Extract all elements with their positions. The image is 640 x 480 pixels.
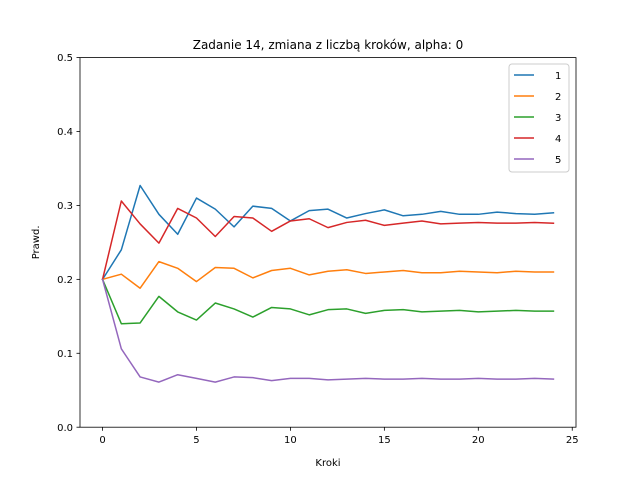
x-tick-label: 15 <box>378 435 391 446</box>
legend-box <box>508 63 570 173</box>
series-line-2 <box>101 260 555 289</box>
axis-ticks: 0 5 10 15 20 250.00.10.20.30.40.5 <box>57 53 579 446</box>
legend-label-1: 1 <box>555 71 561 82</box>
y-tick-label: 0.3 <box>57 201 73 212</box>
x-tick-label: 10 <box>284 435 297 446</box>
y-tick-label: 0.2 <box>57 275 73 286</box>
series-line-5 <box>101 278 555 383</box>
legend: 1 2 3 4 5 <box>508 63 570 173</box>
x-tick-label: 0 <box>99 435 105 446</box>
y-tick-label: 0.4 <box>57 127 73 138</box>
legend-label-5: 5 <box>555 155 561 166</box>
legend-label-3: 3 <box>555 113 561 124</box>
x-tick-label: 20 <box>472 435 485 446</box>
y-tick-label: 0.5 <box>57 53 73 64</box>
y-axis-label: Prawd. <box>31 225 42 259</box>
x-axis-label: Kroki <box>315 458 340 469</box>
y-tick-label: 0.0 <box>57 423 73 434</box>
series-line-1 <box>101 184 555 281</box>
series-line-3 <box>101 278 555 325</box>
series-line-4 <box>101 200 555 281</box>
plot-frame <box>79 57 577 428</box>
plot-area <box>101 184 555 383</box>
x-tick-label: 25 <box>566 435 579 446</box>
legend-label-2: 2 <box>555 92 561 103</box>
chart-title: Zadanie 14, zmiana z liczbą kroków, alph… <box>193 38 464 52</box>
legend-label-4: 4 <box>555 134 561 145</box>
x-tick-label: 5 <box>193 435 199 446</box>
y-tick-label: 0.1 <box>57 349 73 360</box>
